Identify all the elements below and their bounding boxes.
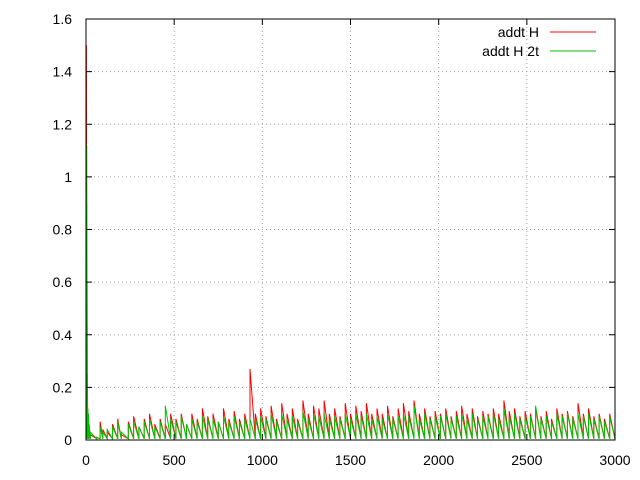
y-tick-label: 0.2 bbox=[53, 379, 73, 395]
series-layer bbox=[85, 45, 616, 441]
x-tick-label: 500 bbox=[162, 452, 186, 468]
y-tick-label: 0.8 bbox=[53, 222, 73, 238]
y-tick-label: 0.4 bbox=[53, 327, 73, 343]
y-tick-label: 1 bbox=[64, 169, 72, 185]
x-tick-label: 1000 bbox=[247, 452, 278, 468]
tick-layer: 0 500 1000 1500 2000 2500 3000 0 0.2 0.4 0.6 0.8 1 1.… bbox=[53, 11, 631, 468]
y-tick-label: 1.4 bbox=[53, 64, 73, 80]
grid-layer bbox=[86, 19, 615, 440]
series-line-1 bbox=[85, 145, 616, 441]
legend: addt H addt H 2t bbox=[482, 24, 596, 59]
y-tick-label: 1.6 bbox=[53, 11, 73, 27]
legend-label: addt H bbox=[498, 24, 539, 40]
x-tick-label: 0 bbox=[82, 452, 90, 468]
x-tick-label: 1500 bbox=[335, 452, 366, 468]
x-tick-label: 2000 bbox=[423, 452, 454, 468]
x-tick-label: 3000 bbox=[599, 452, 630, 468]
x-tick-label: 2500 bbox=[511, 452, 542, 468]
series-1 bbox=[85, 145, 616, 441]
y-tick-label: 1.2 bbox=[53, 116, 73, 132]
y-tick-label: 0 bbox=[64, 432, 72, 448]
y-tick-label: 0.6 bbox=[53, 274, 73, 290]
legend-label: addt H 2t bbox=[482, 43, 539, 59]
